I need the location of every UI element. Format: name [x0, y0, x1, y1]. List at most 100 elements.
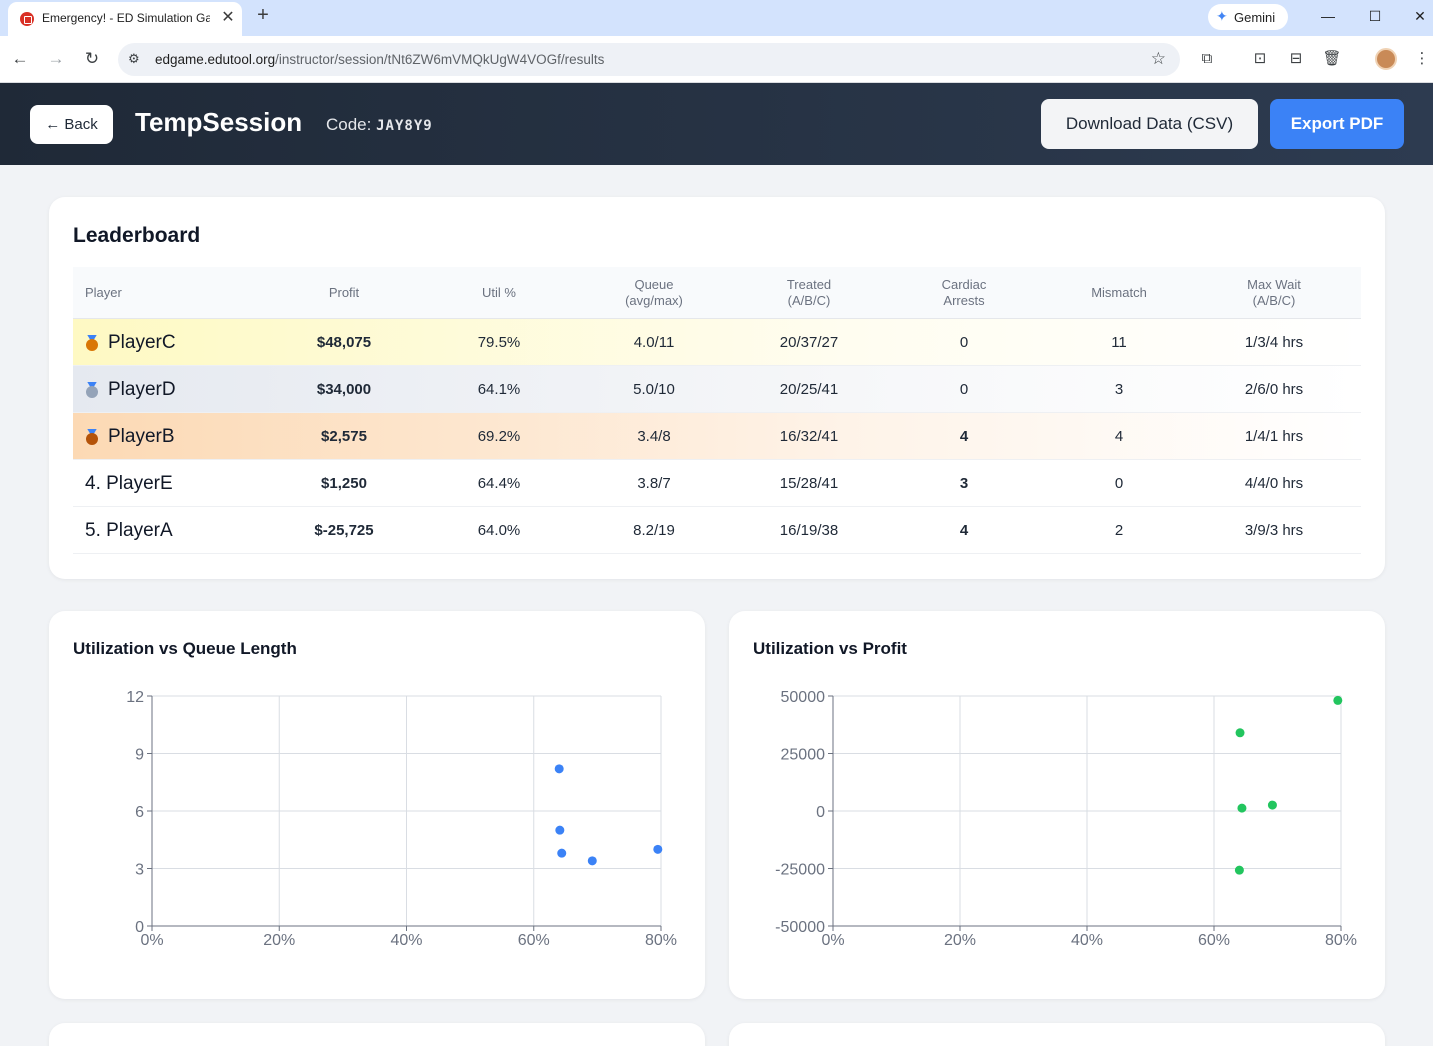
menu-kebab-icon[interactable]: ⋮ — [1414, 50, 1430, 67]
browser-toolbar: ← → ↻ ⚙ edgame.edutool.org/instructor/se… — [0, 36, 1433, 83]
forward-arrow-icon[interactable]: → — [47, 49, 65, 68]
max-wait-cell: 1/4/1 hrs — [1244, 428, 1304, 445]
maximize-icon[interactable]: ☐ — [1368, 8, 1382, 24]
close-window-icon[interactable]: ✕ — [1414, 8, 1426, 24]
mismatch-cell: 4 — [1114, 428, 1124, 445]
x-tick-label: 0% — [821, 932, 844, 949]
x-tick-label: 20% — [263, 932, 295, 949]
medal-icon — [85, 429, 99, 445]
app-header: ← Back TempSession Code: JAY8Y9 Download… — [0, 83, 1433, 165]
data-point — [1235, 728, 1245, 738]
url-host: edgame.edutool.org — [155, 52, 276, 67]
treated-cell: 16/19/38 — [779, 522, 839, 539]
column-header-queue[interactable]: Queue (avg/max) — [625, 277, 683, 308]
player-name: PlayerA — [106, 519, 173, 541]
util-vs-queue-title: Utilization vs Queue Length — [73, 639, 297, 658]
player-name: PlayerB — [108, 425, 175, 447]
mismatch-cell: 3 — [1114, 381, 1124, 398]
arrests-cell: 0 — [959, 334, 969, 351]
back-button[interactable]: ← Back — [30, 105, 113, 144]
reload-icon[interactable]: ↻ — [84, 49, 100, 68]
delete-icon[interactable]: 🗑 — [1322, 50, 1342, 67]
gemini-button[interactable]: ✦ Gemini — [1208, 4, 1288, 30]
column-header-profit[interactable]: Profit — [328, 285, 360, 300]
y-tick-label: 3 — [135, 862, 144, 879]
url-text[interactable]: edgame.edutool.org/instructor/session/tN… — [155, 52, 604, 67]
site-settings-icon[interactable]: ⚙ — [128, 51, 140, 66]
data-point — [1234, 865, 1244, 875]
table-row: PlayerB $2,575 69.2% 3.4/8 16/32/41 4 4 1/4/1 h… — [73, 413, 1361, 460]
profit-cell: $-25,725 — [314, 522, 374, 539]
extensions-icon[interactable]: ⧉ — [1201, 50, 1213, 67]
queue-cell: 5.0/10 — [633, 381, 675, 398]
browser-tab[interactable]: Emergency! - ED Simulation Ga ✕ — [8, 2, 242, 36]
data-point — [1267, 800, 1277, 810]
rank-label: 4. — [85, 472, 107, 494]
table-row: 5. PlayerA $-25,725 64.0% 8.2/19 16/19/38 4 2 3… — [73, 507, 1361, 554]
table-row: PlayerC $48,075 79.5% 4.0/11 20/37/27 0 11 1/3/… — [73, 319, 1361, 366]
util-cell: 64.1% — [477, 381, 521, 398]
medal-icon — [85, 382, 99, 398]
profit-cell: $1,250 — [321, 475, 367, 492]
screenshot-icon[interactable]: ⊡ — [1253, 50, 1267, 67]
util-cell: 79.5% — [477, 334, 521, 351]
x-tick-label: 40% — [390, 932, 422, 949]
leaderboard-header-row: Player Profit Util % Queue (avg/max) Treated… — [73, 267, 1361, 319]
util-vs-profit-chart: 0% 20% 40% 60% 80% -50000 -25000 0 25000 50000 — [775, 689, 1357, 949]
y-tick-label: 50000 — [781, 689, 826, 706]
minimize-icon[interactable]: — — [1321, 8, 1335, 24]
column-header-mismatch[interactable]: Mismatch — [1091, 285, 1147, 300]
address-bar[interactable]: ⚙ edgame.edutool.org/instructor/session/… — [118, 43, 1180, 76]
player-cell: 4. PlayerE — [85, 460, 173, 507]
y-tick-label: 25000 — [781, 747, 826, 764]
column-header-arrests[interactable]: Cardiac Arrests — [941, 277, 987, 308]
data-point — [555, 825, 565, 835]
session-title: TempSession — [135, 107, 303, 137]
back-arrow-icon[interactable]: ← — [11, 49, 29, 68]
next-card-left — [49, 1023, 705, 1046]
max-wait-cell: 3/9/3 hrs — [1244, 522, 1304, 539]
tab-search-icon[interactable]: ⊟ — [1289, 50, 1303, 67]
rank-label: 5. — [85, 519, 107, 541]
util-cell: 69.2% — [477, 428, 521, 445]
queue-cell: 8.2/19 — [633, 522, 675, 539]
x-tick-label: 0% — [140, 932, 163, 949]
arrests-cell: 3 — [959, 475, 969, 492]
util-cell: 64.4% — [477, 475, 521, 492]
arrests-cell: 4 — [959, 428, 969, 445]
column-header-player[interactable]: Player — [85, 285, 122, 300]
medal-icon — [85, 335, 99, 351]
data-point — [587, 856, 597, 866]
data-point — [1333, 695, 1343, 705]
close-tab-icon[interactable]: ✕ — [221, 9, 235, 26]
new-tab-button[interactable]: + — [257, 4, 269, 26]
column-header-util[interactable]: Util % — [482, 285, 516, 300]
max-wait-cell: 1/3/4 hrs — [1244, 334, 1304, 351]
leaderboard-table: Player Profit Util % Queue (avg/max) Treated… — [73, 267, 1361, 554]
x-tick-label: 80% — [1325, 932, 1357, 949]
export-pdf-button[interactable]: Export PDF — [1270, 99, 1404, 149]
column-header-max-wait[interactable]: Max Wait (A/B/C) — [1247, 277, 1301, 308]
y-tick-label: -25000 — [775, 862, 825, 879]
url-path: /instructor/session/tNt6ZW6mVMQkUgW4VOGf… — [275, 52, 605, 67]
mismatch-cell: 11 — [1111, 334, 1127, 351]
y-tick-label: 6 — [135, 804, 144, 821]
session-code-label: Code: — [326, 115, 372, 134]
y-tick-label: 0 — [135, 919, 144, 936]
profit-cell: $48,075 — [316, 334, 372, 351]
leaderboard-body: PlayerC $48,075 79.5% 4.0/11 20/37/27 0 11 1/3/… — [73, 319, 1361, 554]
profit-cell: $2,575 — [321, 428, 367, 445]
max-wait-cell: 2/6/0 hrs — [1244, 381, 1304, 398]
gemini-label: Gemini — [1234, 10, 1276, 25]
x-tick-label: 40% — [1071, 932, 1103, 949]
y-tick-label: -50000 — [775, 919, 825, 936]
bookmark-star-icon[interactable]: ☆ — [1150, 49, 1166, 68]
column-header-treated[interactable]: Treated (A/B/C) — [786, 277, 832, 308]
download-csv-button[interactable]: Download Data (CSV) — [1041, 99, 1258, 149]
util-vs-profit-title: Utilization vs Profit — [753, 639, 907, 658]
treated-cell: 20/25/41 — [779, 381, 839, 398]
data-point — [554, 764, 564, 774]
profile-avatar[interactable] — [1375, 48, 1397, 70]
mismatch-cell: 2 — [1114, 522, 1124, 539]
player-name: PlayerC — [108, 331, 176, 353]
